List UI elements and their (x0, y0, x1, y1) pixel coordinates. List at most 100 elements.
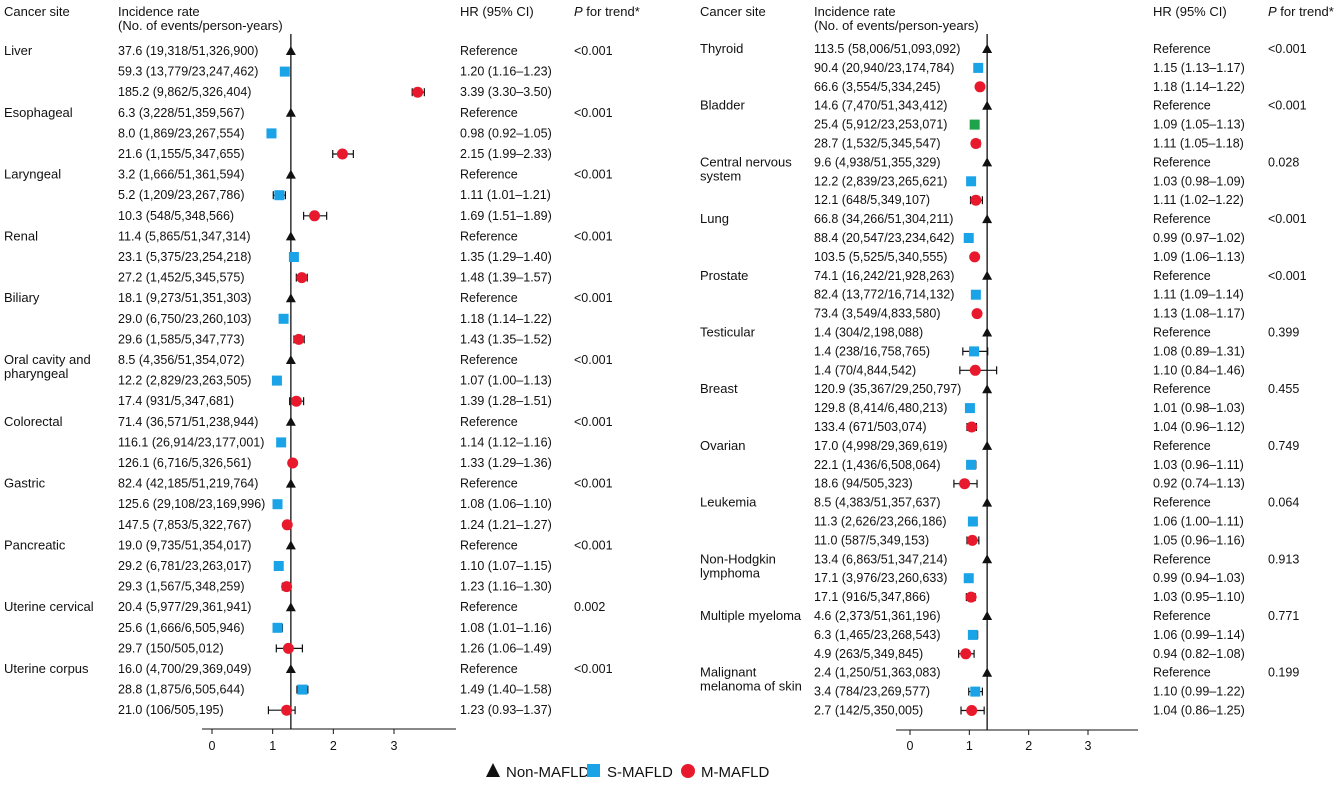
incidence-cell: 3.2 (1,666/51,361,594) (118, 168, 245, 182)
marker-s-mafld (278, 313, 289, 324)
incidence-cell: 29.0 (6,750/23,260,103) (118, 312, 251, 326)
header-incidence: Incidence rate (118, 4, 200, 19)
incidence-cell: 59.3 (13,779/23,247,462) (118, 65, 258, 79)
incidence-cell: 2.7 (142/5,350,005) (814, 704, 923, 718)
header-cancer-site: Cancer site (700, 4, 766, 19)
marker-non-mafld (982, 157, 993, 167)
incidence-cell: 29.2 (6,781/23,263,017) (118, 559, 251, 573)
hr-cell: 1.11 (1.02–1.22) (1153, 193, 1244, 207)
incidence-cell: 88.4 (20,547/23,234,642) (814, 231, 954, 245)
site-name: Oral cavity and (4, 352, 91, 367)
site-name: Uterine cervical (4, 599, 94, 614)
hr-cell: 0.99 (0.94–1.03) (1153, 571, 1245, 585)
incidence-cell: 74.1 (16,242/21,928,263) (814, 269, 954, 283)
header-incidence-sub: (No. of events/person-years) (814, 18, 979, 33)
incidence-cell: 12.1 (648/5,349,107) (814, 193, 930, 207)
header-p-trend: P for trend* (1268, 4, 1334, 19)
incidence-cell: 5.2 (1,209/23,267,786) (118, 188, 245, 202)
hr-cell: 3.39 (3.30–3.50) (460, 85, 552, 99)
marker-non-mafld (285, 107, 296, 117)
incidence-cell: 129.8 (8,414/6,480,213) (814, 401, 947, 415)
site-laryngeal: Laryngeal <0.001 3.2 (1,666/51,361,594) Ref… (4, 167, 613, 223)
site-name: pharyngeal (4, 366, 68, 381)
p-trend-value: <0.001 (1268, 212, 1307, 226)
hr-cell: Reference (1153, 552, 1211, 566)
marker-non-mafld (982, 44, 993, 53)
incidence-cell: 14.6 (7,470/51,343,412) (814, 99, 947, 113)
marker-m-mafld (965, 591, 977, 603)
marker-m-mafld (412, 86, 424, 98)
marker-non-mafld (285, 231, 296, 241)
site-thyroid: Thyroid <0.001 113.5 (58,006/51,093,092) Re… (700, 41, 1307, 94)
header-p-italic: P (1268, 4, 1277, 19)
marker-s-mafld (969, 346, 980, 357)
hr-cell: 1.49 (1.40–1.58) (460, 683, 552, 697)
marker-m-mafld (293, 333, 305, 345)
incidence-cell: 28.8 (1,875/6,505,644) (118, 683, 245, 697)
marker-s-mafld (969, 119, 980, 130)
site-name: Testicular (700, 325, 756, 340)
marker-s-mafld (967, 629, 978, 640)
marker-non-mafld (982, 100, 993, 110)
p-trend-value: <0.001 (574, 168, 613, 182)
x-tick-label: 1 (269, 739, 276, 753)
hr-cell: 1.48 (1.39–1.57) (460, 271, 552, 285)
site-leukemia: Leukemia 0.064 8.5 (4,383/51,357,637) Refer… (700, 495, 1299, 548)
p-trend-value: 0.749 (1268, 439, 1299, 453)
header-p-trend: P for trend* (574, 4, 640, 19)
incidence-cell: 116.1 (26,914/23,177,001) (118, 435, 264, 449)
incidence-cell: 16.0 (4,700/29,369,049) (118, 662, 251, 676)
incidence-cell: 17.1 (916/5,347,866) (814, 590, 930, 604)
hr-cell: 1.39 (1.28–1.51) (460, 394, 552, 408)
incidence-cell: 6.3 (3,228/51,359,567) (118, 106, 245, 120)
hr-cell: 1.18 (1.14–1.22) (460, 312, 552, 326)
site-colorectal: Colorectal <0.001 71.4 (36,571/51,238,944)… (4, 414, 613, 470)
legend: Non-MAFLD S-MAFLD M-MAFLD (486, 763, 769, 781)
incidence-cell: 18.1 (9,273/51,351,303) (118, 291, 251, 305)
hr-cell: 1.23 (1.16–1.30) (460, 580, 552, 594)
incidence-cell: 23.1 (5,375/23,254,218) (118, 250, 251, 264)
site-renal: Renal <0.001 11.4 (5,865/51,347,314) Refere… (4, 228, 613, 284)
legend-triangle-icon (486, 763, 500, 777)
incidence-cell: 113.5 (58,006/51,093,092) (814, 42, 960, 56)
forest-panel-left: Cancer site Incidence rate(No. of events/… (4, 4, 640, 753)
site-name: lymphoma (700, 565, 761, 580)
marker-s-mafld (274, 190, 285, 201)
hr-cell: Reference (1153, 496, 1211, 510)
hr-cell: Reference (460, 662, 518, 676)
marker-m-mafld (966, 534, 978, 546)
hr-cell: 1.11 (1.01–1.21) (460, 188, 551, 202)
hr-cell: Reference (460, 106, 518, 120)
incidence-cell: 9.6 (4,938/51,355,329) (814, 155, 941, 169)
hr-cell: 1.08 (1.01–1.16) (460, 621, 552, 635)
marker-m-mafld (970, 194, 982, 206)
x-tick-label: 0 (907, 739, 914, 753)
hr-cell: Reference (460, 538, 518, 552)
legend-label: Non-MAFLD (506, 764, 590, 781)
hr-cell: 1.11 (1.09–1.14) (1153, 288, 1244, 302)
site-name: Non-Hodgkin (700, 551, 776, 566)
site-name: Renal (4, 228, 38, 243)
hr-cell: Reference (460, 229, 518, 243)
hr-cell: 1.09 (1.06–1.13) (1153, 250, 1245, 264)
marker-non-mafld (982, 497, 993, 507)
marker-m-mafld (282, 642, 294, 654)
hr-cell: 1.06 (1.00–1.11) (1153, 515, 1244, 529)
incidence-cell: 21.6 (1,155/5,347,655) (118, 147, 245, 161)
p-trend-value: 0.064 (1268, 496, 1299, 510)
marker-s-mafld (970, 289, 981, 300)
incidence-cell: 90.4 (20,940/23,174,784) (814, 61, 954, 75)
marker-m-mafld (974, 81, 986, 93)
hr-cell: Reference (1153, 99, 1211, 113)
hr-cell: Reference (460, 291, 518, 305)
hr-cell: Reference (460, 44, 518, 58)
marker-s-mafld (966, 176, 977, 187)
legend-label: M-MAFLD (701, 764, 769, 781)
marker-non-mafld (285, 664, 296, 673)
hr-cell: 1.20 (1.16–1.23) (460, 65, 552, 79)
incidence-cell: 1.4 (70/4,844,542) (814, 363, 916, 377)
hr-cell: 1.10 (0.99–1.22) (1153, 685, 1245, 699)
hr-cell: 1.03 (0.95–1.10) (1153, 590, 1245, 604)
p-trend-value: 0.399 (1268, 326, 1299, 340)
